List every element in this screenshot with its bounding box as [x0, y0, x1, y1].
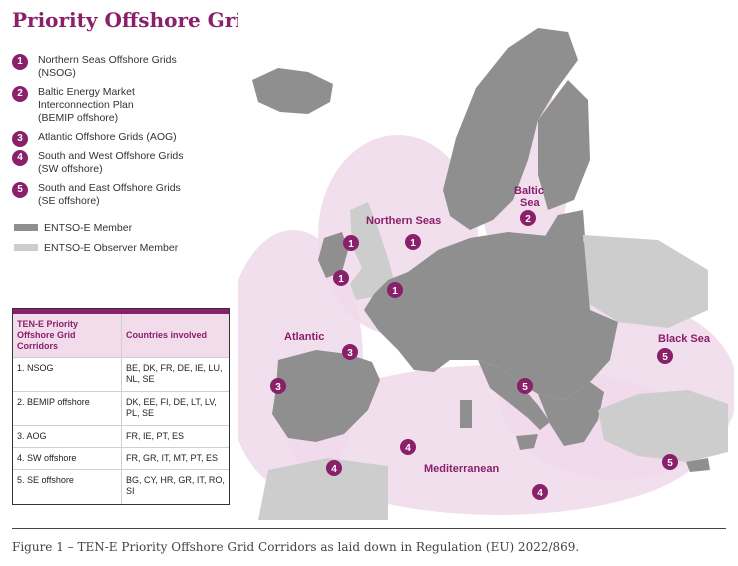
corridor-number-badge: 2 — [12, 86, 28, 102]
caption-separator — [12, 528, 726, 529]
legend-observer: ENTSO-E Observer Member — [12, 242, 212, 254]
figure-caption: Figure 1 – TEN-E Priority Offshore Grid … — [12, 540, 580, 554]
land-sicily — [516, 434, 538, 450]
legend-text: South and West Offshore Grids — [38, 150, 184, 162]
table-cell-countries: BG, CY, HR, GR, IT, RO, SI — [121, 469, 229, 504]
table-cell-countries: DK, EE, FI, DE, LT, LV, PL, SE — [121, 391, 229, 426]
table-cell-corridor: 3. AOG — [13, 425, 122, 448]
label-northern-seas: Northern Seas — [366, 215, 441, 227]
land-eastern-europe — [583, 235, 708, 328]
legend-text: (BEMIP offshore) — [38, 112, 119, 124]
observer-swatch — [14, 244, 38, 251]
corridor-number-badge: 3 — [12, 131, 28, 147]
land-iberia — [272, 350, 380, 442]
marker-label: 1 — [410, 238, 416, 249]
label-black-sea: Black Sea — [658, 333, 711, 345]
marker-se-1: 5 — [517, 378, 533, 394]
table-cell-corridor: 4. SW offshore — [13, 447, 122, 470]
label-atlantic: Atlantic — [284, 331, 324, 343]
table-cell-countries: FR, GR, IT, MT, PT, ES — [121, 447, 229, 470]
marker-label: 5 — [522, 382, 528, 393]
legend-item-aog: 3 Atlantic Offshore Grids (AOG) — [12, 131, 212, 147]
legend-member: ENTSO-E Member — [12, 222, 212, 234]
label-baltic: Baltic — [514, 185, 544, 197]
label-sea: Sea — [520, 197, 540, 209]
table-header-corridor: TEN-E Priority Offshore Grid Corridors — [13, 314, 122, 358]
land-finland — [538, 80, 590, 210]
europe-map: Northern Seas Baltic Sea Atlantic Medite… — [238, 10, 734, 520]
legend-text: Interconnection Plan — [38, 99, 134, 111]
legend-text: (NSOG) — [38, 67, 76, 79]
land-north-africa — [258, 458, 388, 520]
land-ireland — [318, 232, 348, 278]
legend-text: (SW offshore) — [38, 163, 103, 175]
marker-label: 4 — [405, 443, 411, 454]
label-mediterranean: Mediterranean — [424, 463, 499, 475]
marker-label: 3 — [347, 348, 353, 359]
marker-nsog-3: 1 — [333, 270, 349, 286]
table-row: 2. BEMIP offshore DK, EE, FI, DE, LT, LV… — [13, 391, 229, 426]
legend: 1 Northern Seas Offshore Grids (NSOG) 2 … — [12, 54, 212, 254]
marker-nsog-4: 1 — [387, 282, 403, 298]
marker-nsog-1: 1 — [343, 235, 359, 251]
land-cyprus — [686, 458, 710, 472]
land-great-britain — [350, 202, 394, 300]
table-cell-corridor: 1. NSOG — [13, 357, 122, 392]
corridor-table: TEN-E Priority Offshore Grid Corridors C… — [12, 308, 230, 505]
land-continental-europe — [364, 232, 618, 400]
marker-aog-1: 3 — [342, 344, 358, 360]
land-turkey — [598, 390, 728, 462]
marker-label: 5 — [662, 352, 668, 363]
marker-sw-2: 4 — [326, 460, 342, 476]
legend-text: Northern Seas Offshore Grids — [38, 54, 177, 66]
legend-item-se: 5 South and East Offshore Grids (SE offs… — [12, 182, 212, 208]
marker-label: 1 — [392, 286, 398, 297]
land-iceland — [252, 68, 333, 114]
marker-label: 5 — [667, 458, 673, 469]
marker-sw-1: 4 — [400, 439, 416, 455]
marker-label: 2 — [525, 214, 531, 225]
corridor-number-badge: 5 — [12, 182, 28, 198]
table-cell-corridor: 5. SE offshore — [13, 469, 122, 504]
marker-nsog-2: 1 — [405, 234, 421, 250]
marker-aog-2: 3 — [270, 378, 286, 394]
table-cell-countries: FR, IE, PT, ES — [121, 425, 229, 448]
table-header-row: TEN-E Priority Offshore Grid Corridors C… — [13, 314, 229, 358]
legend-member-label: ENTSO-E Member — [44, 222, 133, 234]
legend-item-nsog: 1 Northern Seas Offshore Grids (NSOG) — [12, 54, 212, 80]
marker-sw-3: 4 — [532, 484, 548, 500]
legend-text: Atlantic Offshore Grids (AOG) — [38, 131, 177, 143]
table-row: 1. NSOG BE, DK, FR, DE, IE, LU, NL, SE — [13, 357, 229, 392]
marker-label: 3 — [275, 382, 281, 393]
marker-se-2: 5 — [657, 348, 673, 364]
table-row: 3. AOG FR, IE, PT, ES — [13, 425, 229, 448]
land-scandinavia — [443, 28, 578, 230]
legend-text: South and East Offshore Grids — [38, 182, 181, 194]
legend-observer-label: ENTSO-E Observer Member — [44, 242, 179, 254]
member-swatch — [14, 224, 38, 231]
marker-label: 4 — [331, 464, 337, 475]
marker-label: 1 — [348, 239, 354, 250]
table-header-countries: Countries involved — [121, 314, 229, 358]
legend-text: Baltic Energy Market — [38, 86, 135, 98]
table-accent-bar — [13, 309, 229, 314]
corridor-number-badge: 1 — [12, 54, 28, 70]
table-row: 4. SW offshore FR, GR, IT, MT, PT, ES — [13, 447, 229, 470]
legend-item-bemip: 2 Baltic Energy Market Interconnection P… — [12, 86, 212, 125]
legend-text: (SE offshore) — [38, 195, 100, 207]
land-sardinia — [460, 400, 472, 428]
marker-label: 1 — [338, 274, 344, 285]
land-italy — [478, 360, 550, 430]
table-cell-countries: BE, DK, FR, DE, IE, LU, NL, SE — [121, 357, 229, 392]
marker-bemip: 2 — [520, 210, 536, 226]
marker-label: 4 — [537, 488, 543, 499]
table-row: 5. SE offshore BG, CY, HR, GR, IT, RO, S… — [13, 469, 229, 504]
land-balkans — [538, 382, 604, 446]
marker-se-3: 5 — [662, 454, 678, 470]
legend-item-sw: 4 South and West Offshore Grids (SW offs… — [12, 150, 212, 176]
corridor-number-badge: 4 — [12, 150, 28, 166]
table-cell-corridor: 2. BEMIP offshore — [13, 391, 122, 426]
